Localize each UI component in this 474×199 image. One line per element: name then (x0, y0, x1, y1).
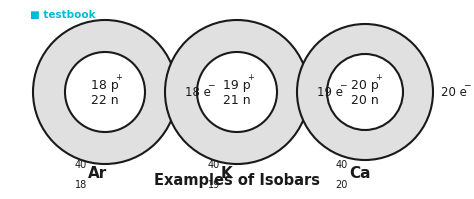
Text: 20: 20 (336, 180, 348, 190)
Text: Ar: Ar (88, 167, 107, 181)
Circle shape (165, 20, 309, 164)
Circle shape (33, 20, 177, 164)
Text: K: K (221, 167, 233, 181)
Circle shape (297, 24, 433, 160)
Text: 19: 19 (208, 180, 220, 190)
Text: 19 e: 19 e (317, 86, 343, 99)
Text: +: + (375, 73, 383, 83)
Text: ■ testbook: ■ testbook (30, 10, 96, 20)
Text: Examples of Isobars: Examples of Isobars (154, 173, 320, 188)
Text: −: − (339, 81, 346, 90)
Text: 18 e: 18 e (185, 86, 211, 99)
Circle shape (327, 54, 403, 130)
Text: 40: 40 (208, 160, 220, 170)
Text: 20 p: 20 p (351, 78, 379, 92)
Text: +: + (247, 73, 255, 83)
Text: −: − (207, 81, 215, 90)
Text: 18: 18 (75, 180, 87, 190)
Text: 40: 40 (75, 160, 87, 170)
Text: 18 p: 18 p (91, 78, 119, 92)
Circle shape (197, 52, 277, 132)
Text: +: + (116, 73, 122, 83)
Text: Ca: Ca (349, 167, 371, 181)
Text: 20 e: 20 e (441, 86, 467, 99)
Text: 20 n: 20 n (351, 95, 379, 107)
Text: 19 p: 19 p (223, 78, 251, 92)
Text: 21 n: 21 n (223, 95, 251, 107)
Text: 22 n: 22 n (91, 95, 119, 107)
Text: −: − (463, 81, 471, 90)
Text: 40: 40 (336, 160, 348, 170)
Circle shape (65, 52, 145, 132)
